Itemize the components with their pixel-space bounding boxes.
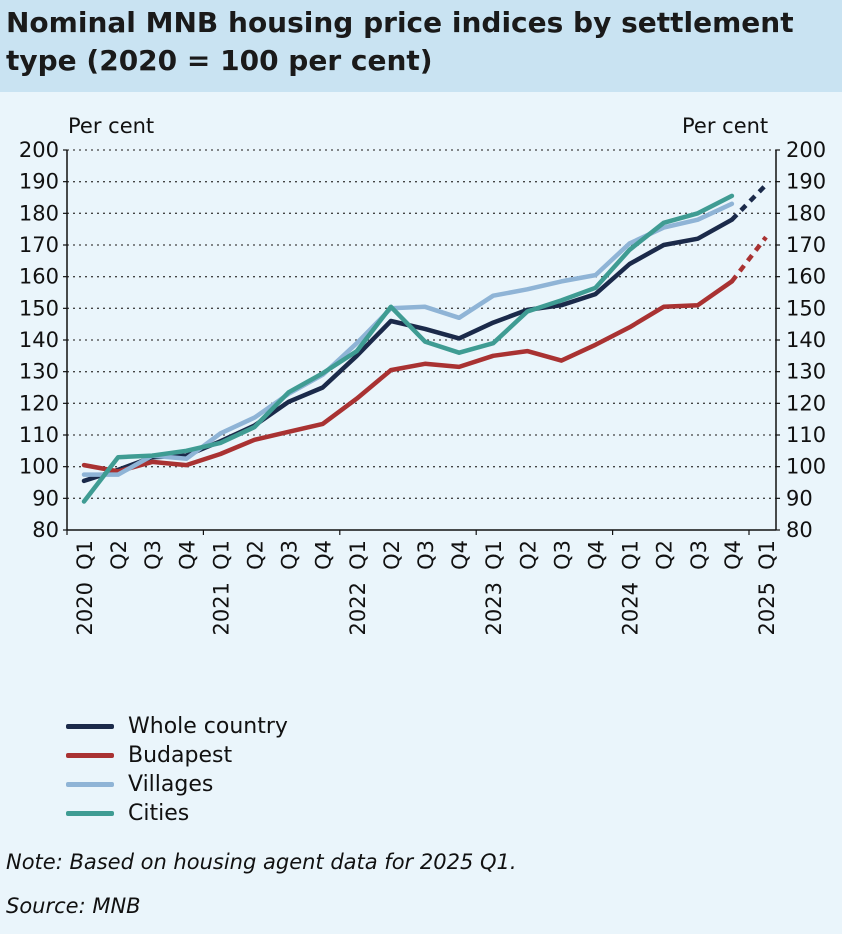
chart-source: Source: MNB bbox=[6, 894, 141, 918]
x-tick-label: Q1 bbox=[73, 540, 97, 570]
x-year-label: 2021 bbox=[209, 582, 233, 635]
x-tick-label: Q4 bbox=[312, 540, 336, 570]
x-tick-label: Q1 bbox=[482, 540, 506, 570]
x-tick-label: Q4 bbox=[721, 540, 745, 570]
y-tick-label-right: 200 bbox=[786, 138, 826, 162]
x-year-label: 2020 bbox=[73, 582, 97, 635]
x-tick-label: Q1 bbox=[209, 540, 233, 570]
x-tick-label: Q3 bbox=[550, 540, 574, 570]
x-tick-label: Q2 bbox=[380, 540, 404, 570]
y-tick-label-left: 80 bbox=[32, 518, 59, 542]
chart-title: Nominal MNB housing price indices by set… bbox=[6, 6, 794, 77]
x-tick-label: Q1 bbox=[755, 540, 779, 570]
y-tick-label-left: 110 bbox=[19, 423, 59, 447]
y-tick-label-left: 90 bbox=[32, 486, 59, 510]
x-year-label: 2024 bbox=[619, 582, 643, 635]
x-tick-label: Q3 bbox=[141, 540, 165, 570]
x-tick-label: Q3 bbox=[687, 540, 711, 570]
x-tick-label: Q4 bbox=[448, 540, 472, 570]
y-tick-label-left: 190 bbox=[19, 170, 59, 194]
series-line-cities bbox=[81, 193, 735, 504]
x-tick-label: Q4 bbox=[175, 540, 199, 570]
x-year-label: 2023 bbox=[482, 582, 506, 635]
series-line-whole-country bbox=[81, 217, 735, 484]
series-estimate-whole-country bbox=[730, 183, 768, 222]
x-tick-label: Q3 bbox=[414, 540, 438, 570]
y-tick-label-right: 140 bbox=[786, 328, 826, 352]
y-axis-unit-right: Per cent bbox=[682, 114, 769, 138]
series-line-budapest bbox=[81, 279, 735, 474]
y-axis-unit-left: Per cent bbox=[68, 114, 155, 138]
y-tick-label-right: 100 bbox=[786, 455, 826, 479]
title-bar: Nominal MNB housing price indices by set… bbox=[0, 0, 842, 92]
legend-swatch-whole-country bbox=[66, 724, 114, 729]
x-tick-label: Q2 bbox=[107, 540, 131, 570]
x-tick-label: Q2 bbox=[653, 540, 677, 570]
y-tick-label-right: 90 bbox=[786, 486, 813, 510]
y-tick-label-left: 150 bbox=[19, 296, 59, 320]
line-chart: 200 200 190 190 180 180 170 170 160 160 150 150 140 1… bbox=[19, 138, 826, 635]
x-tick-label: Q3 bbox=[278, 540, 302, 570]
legend-label: Cities bbox=[128, 801, 190, 826]
y-tick-label-right: 80 bbox=[786, 518, 813, 542]
legend-label: Villages bbox=[128, 772, 214, 797]
x-tick-label: Q1 bbox=[346, 540, 370, 570]
y-tick-label-left: 160 bbox=[19, 265, 59, 289]
y-tick-label-right: 130 bbox=[786, 360, 826, 384]
series-line-villages bbox=[81, 201, 735, 477]
y-tick-label-left: 130 bbox=[19, 360, 59, 384]
y-tick-label-right: 180 bbox=[786, 201, 826, 225]
y-tick-label-left: 200 bbox=[19, 138, 59, 162]
x-tick-label: Q2 bbox=[516, 540, 540, 570]
chart-note: Note: Based on housing agent data for 20… bbox=[6, 850, 517, 874]
legend-label: Whole country bbox=[128, 714, 288, 739]
y-tick-label-right: 190 bbox=[786, 170, 826, 194]
y-tick-label-left: 100 bbox=[19, 455, 59, 479]
x-year-label: 2022 bbox=[346, 582, 370, 635]
legend-swatch-cities bbox=[66, 811, 114, 816]
legend-swatch-budapest bbox=[66, 753, 114, 758]
y-tick-label-left: 170 bbox=[19, 233, 59, 257]
y-tick-label-right: 110 bbox=[786, 423, 826, 447]
y-tick-label-right: 160 bbox=[786, 265, 826, 289]
x-tick-label: Q4 bbox=[585, 540, 609, 570]
legend-swatch-villages bbox=[66, 782, 114, 787]
y-tick-label-left: 120 bbox=[19, 391, 59, 415]
y-tick-label-left: 180 bbox=[19, 201, 59, 225]
x-tick-label: Q1 bbox=[619, 540, 643, 570]
y-tick-label-left: 140 bbox=[19, 328, 59, 352]
y-tick-label-right: 170 bbox=[786, 233, 826, 257]
x-year-label: 2025 bbox=[755, 582, 779, 635]
x-tick-label: Q2 bbox=[244, 540, 268, 570]
y-tick-label-right: 150 bbox=[786, 296, 826, 320]
series-estimate-budapest bbox=[730, 235, 768, 283]
y-tick-label-right: 120 bbox=[786, 391, 826, 415]
legend-label: Budapest bbox=[128, 743, 233, 768]
